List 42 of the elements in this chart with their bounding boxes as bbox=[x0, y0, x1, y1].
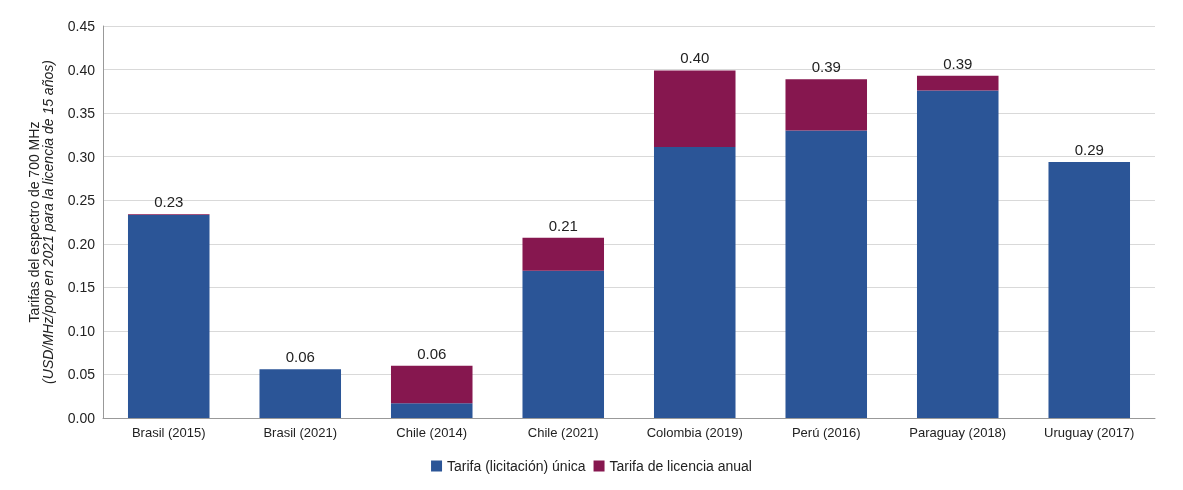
x-tick-label: Perú (2016) bbox=[791, 425, 861, 440]
y-tick-label: 0.25 bbox=[67, 192, 96, 209]
bar bbox=[259, 369, 342, 418]
total-label: 0.23 bbox=[154, 193, 184, 211]
bar bbox=[522, 270, 605, 418]
total-label: 0.21 bbox=[548, 216, 578, 234]
y-tick-label: 0.45 bbox=[67, 18, 96, 34]
total-label: 0.39 bbox=[811, 58, 841, 76]
legend-label: Tarifa de licencia anual bbox=[609, 458, 752, 474]
bar bbox=[127, 215, 210, 418]
x-tick-label: Paraguay (2018) bbox=[909, 425, 1007, 440]
bar bbox=[916, 75, 999, 91]
x-tick-label: Chile (2014) bbox=[396, 425, 468, 440]
y-tick-label: 0.00 bbox=[67, 410, 96, 426]
y-tick-label: 0.35 bbox=[67, 105, 96, 122]
y-tick-label: 0.20 bbox=[67, 235, 96, 252]
y-axis-title: Tarifas del espectro de 700 MHz (USD/MHz/pop en 2021 para la licencia de 15 años) bbox=[26, 60, 56, 384]
bar bbox=[390, 365, 473, 404]
bar bbox=[653, 70, 736, 148]
bar bbox=[916, 90, 999, 418]
legend-label: Tarifa (licitación) única bbox=[447, 458, 586, 474]
bar bbox=[1048, 161, 1131, 418]
x-tick-label: Colombia (2019) bbox=[646, 425, 743, 440]
bar bbox=[522, 237, 605, 271]
bar bbox=[785, 79, 868, 131]
bar bbox=[653, 147, 736, 418]
bar bbox=[390, 403, 473, 418]
total-label: 0.39 bbox=[943, 54, 973, 72]
x-tick-label: Uruguay (2017) bbox=[1044, 425, 1135, 440]
total-label: 0.40 bbox=[680, 49, 710, 67]
total-label: 0.06 bbox=[417, 344, 447, 362]
y-tick-label: 0.30 bbox=[67, 148, 96, 165]
y-tick-label: 0.15 bbox=[67, 279, 96, 296]
x-tick-label: Brasil (2021) bbox=[263, 425, 338, 440]
x-tick-label: Chile (2021) bbox=[527, 425, 599, 440]
bar bbox=[785, 130, 868, 418]
y-tick-label: 0.05 bbox=[67, 366, 96, 383]
y-tick-label: 0.40 bbox=[67, 61, 96, 78]
total-label: 0.06 bbox=[285, 348, 315, 366]
total-label: 0.29 bbox=[1074, 140, 1104, 158]
x-tick-label: Brasil (2015) bbox=[131, 425, 206, 440]
y-tick-label: 0.10 bbox=[67, 322, 96, 339]
